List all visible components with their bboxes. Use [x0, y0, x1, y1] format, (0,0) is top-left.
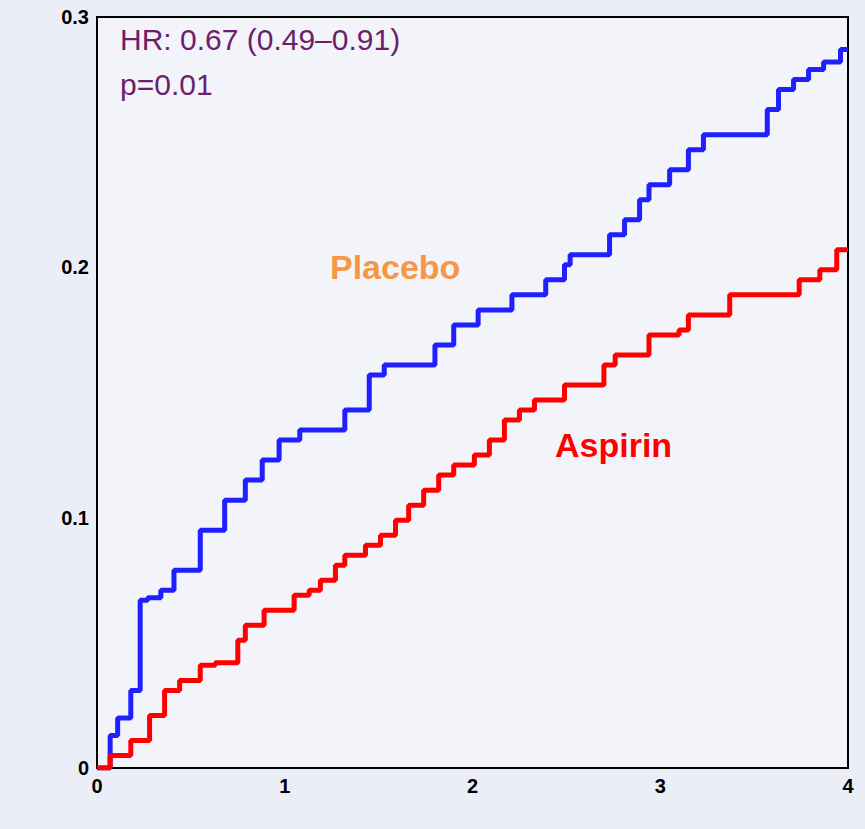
svg-text:0: 0: [91, 775, 102, 797]
svg-text:0.1: 0.1: [61, 507, 89, 529]
svg-text:Aspirin: Aspirin: [555, 426, 672, 464]
svg-text:4: 4: [842, 775, 854, 797]
svg-text:HR: 0.67 (0.49–0.91): HR: 0.67 (0.49–0.91): [120, 23, 400, 56]
svg-text:1: 1: [279, 775, 290, 797]
svg-text:2: 2: [467, 775, 478, 797]
svg-text:0.2: 0.2: [61, 256, 89, 278]
svg-text:0.3: 0.3: [61, 6, 89, 28]
svg-text:0: 0: [78, 757, 89, 779]
svg-text:3: 3: [655, 775, 666, 797]
svg-text:Placebo: Placebo: [330, 248, 460, 286]
svg-text:p=0.01: p=0.01: [120, 68, 213, 101]
